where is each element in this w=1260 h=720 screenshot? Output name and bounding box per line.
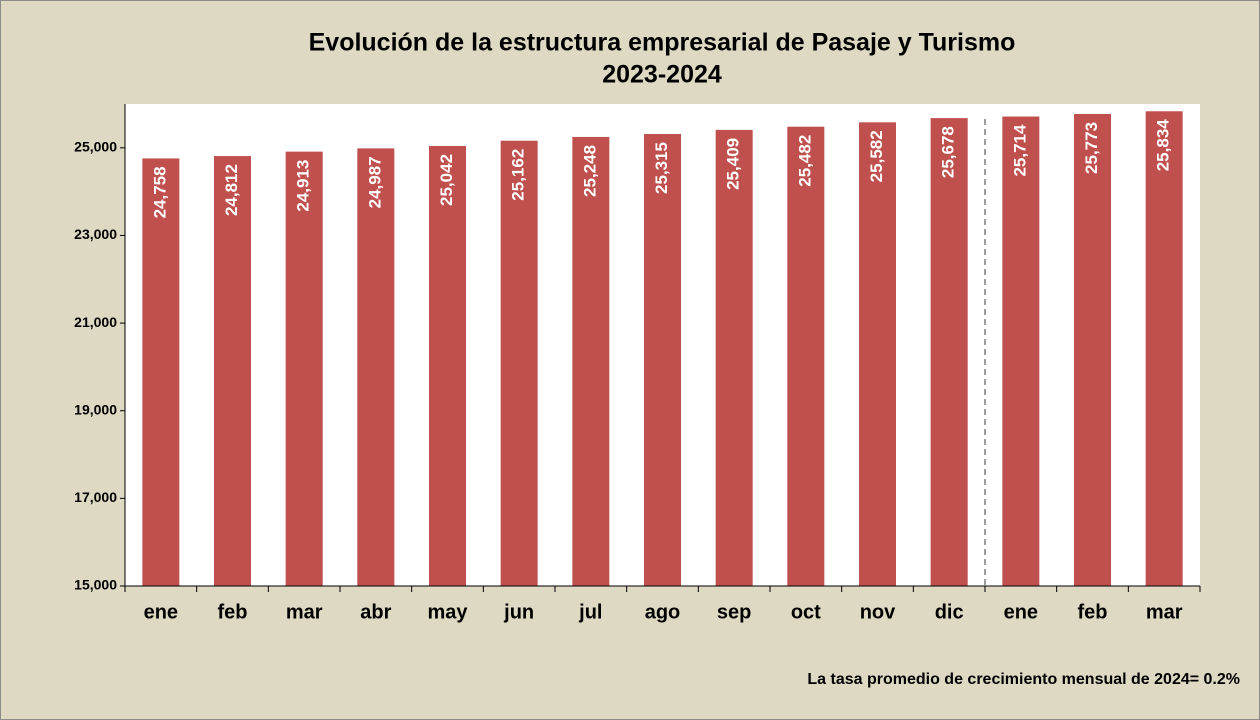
x-tick-label: jul [578,601,602,623]
value-label: 25,714 [1010,124,1029,177]
x-tick-label: jun [503,601,534,623]
bar [859,122,896,586]
chart-subtitle: 2023-2024 [602,61,722,89]
value-label: 25,248 [580,145,599,197]
x-tick-label: abr [360,601,391,623]
value-label: 25,409 [724,138,743,190]
x-tick-label: nov [860,601,896,623]
bar [285,151,323,586]
y-tick-label: 23,000 [74,226,117,242]
x-tick-label: mar [1146,601,1183,623]
value-label: 24,913 [294,160,313,212]
x-tick-label: ene [144,601,178,623]
y-tick-label: 15,000 [74,577,117,593]
value-label: 24,987 [365,156,384,208]
x-tick-label: may [427,601,468,623]
value-label: 25,042 [437,154,456,206]
bar [1074,113,1111,587]
value-label: 25,582 [867,130,886,182]
bar [142,158,180,586]
x-tick-label: sep [717,601,751,623]
bar [1002,116,1040,587]
bar [644,134,681,587]
y-tick-label: 21,000 [74,314,117,330]
bar [930,118,968,587]
y-tick-label: 19,000 [74,401,117,417]
chart-title: Evolución de la estructura empresarial d… [309,29,1016,57]
value-label: 25,162 [509,149,528,201]
bar [1145,111,1183,587]
bar [429,145,466,586]
annotation: La tasa promedio de crecimiento mensual … [807,671,1240,688]
value-label: 25,315 [652,142,671,194]
bar [500,140,538,586]
x-tick-label: feb [1078,601,1108,623]
value-label: 25,834 [1154,119,1173,172]
bar [214,156,251,586]
value-label: 24,758 [150,166,169,218]
x-tick-label: oct [791,601,821,623]
x-tick-label: feb [218,601,248,623]
y-tick-label: 25,000 [74,139,117,155]
value-label: 25,678 [939,126,958,178]
value-label: 25,773 [1082,122,1101,174]
bar [787,126,825,586]
x-tick-label: ago [645,601,681,623]
bar [572,136,610,586]
value-label: 25,482 [795,135,814,187]
x-tick-label: ene [1004,601,1038,623]
bar [715,129,753,586]
bar [357,148,395,586]
x-tick-label: dic [935,601,964,623]
value-label: 24,812 [222,164,241,216]
x-tick-label: mar [286,601,323,623]
y-tick-label: 17,000 [74,489,117,505]
